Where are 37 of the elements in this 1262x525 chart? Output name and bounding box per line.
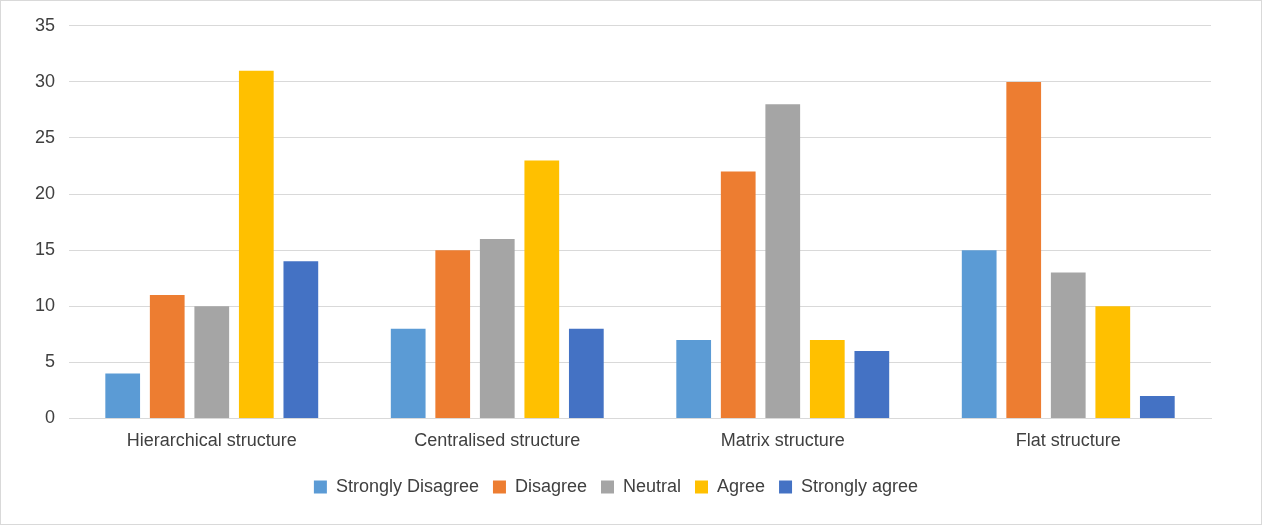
bar (105, 373, 141, 418)
bar (961, 250, 997, 418)
x-tick-label: Hierarchical structure (126, 430, 297, 451)
y-tick-label: 0 (45, 407, 56, 428)
bar (854, 351, 890, 418)
y-tick-label: 30 (34, 70, 56, 91)
bar (238, 70, 274, 418)
bar (149, 295, 185, 418)
bar (435, 250, 471, 418)
legend-label: Strongly agree (801, 475, 919, 496)
bar (194, 306, 230, 418)
y-tick-label: 35 (34, 14, 56, 35)
y-tick-label: 10 (34, 295, 56, 316)
bar (283, 261, 319, 418)
bar (479, 238, 515, 418)
bar (568, 328, 604, 418)
bar (720, 171, 756, 418)
legend-label: Strongly Disagree (335, 475, 479, 496)
legend-label: Agree (717, 475, 766, 496)
bar (1050, 272, 1086, 418)
x-tick-label: Matrix structure (720, 430, 845, 451)
bar (1006, 81, 1042, 418)
bar (676, 339, 712, 418)
x-tick-label: Flat structure (1015, 430, 1121, 451)
y-tick-label: 20 (34, 183, 56, 204)
bar (1139, 395, 1175, 418)
bar (765, 104, 801, 418)
x-tick-label: Centralised structure (414, 430, 581, 451)
legend-label: Disagree (514, 475, 587, 496)
y-tick-label: 15 (34, 239, 56, 260)
legend-label: Neutral (622, 475, 682, 496)
y-tick-label: 25 (34, 126, 56, 147)
bar (524, 160, 560, 418)
bar (1095, 306, 1131, 418)
bar (390, 328, 426, 418)
y-tick-label: 5 (45, 351, 56, 372)
bar (809, 339, 845, 418)
